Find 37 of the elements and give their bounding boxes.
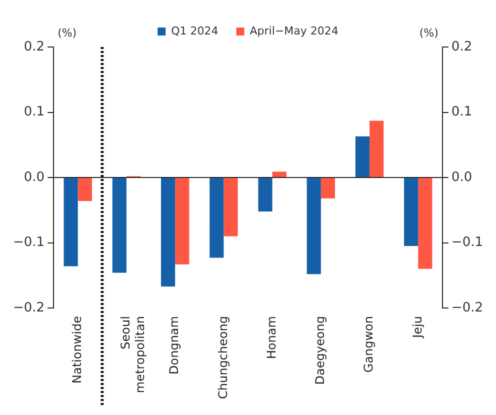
y-tick-label: 0.1 (24, 104, 45, 120)
y2-tick-label: 0.1 (451, 104, 472, 120)
bar (418, 178, 432, 269)
bar (112, 178, 126, 273)
bar (175, 178, 190, 264)
x-tick-label: Jeju (410, 316, 424, 339)
x-tick-label: Gangwon (362, 316, 376, 373)
bar (320, 178, 336, 198)
x-tick-label: Daegyeong (313, 316, 328, 385)
legend-label: Q1 2024 (171, 24, 218, 38)
bar (404, 178, 418, 246)
bar (258, 178, 272, 212)
bar (224, 178, 238, 236)
y2-tick-label: −0.2 (451, 300, 484, 316)
x-tick-label: Chungcheong (216, 316, 230, 400)
y-tick-label: −0.1 (12, 235, 45, 250)
y-tick-label: 0.0 (24, 170, 45, 185)
y2-tick-label: −0.1 (451, 235, 484, 250)
x-tick-label: Nationwide (70, 316, 84, 384)
bar (78, 178, 92, 202)
y2-tick-label: 0.0 (451, 170, 472, 185)
bar (64, 178, 78, 266)
bar (210, 178, 224, 258)
y-tick-label: −0.2 (12, 300, 45, 316)
bar (355, 136, 370, 178)
y2-tick-label: 0.2 (451, 39, 472, 54)
y-axis-title: (%) (58, 26, 77, 40)
y-tick-label: 0.2 (24, 39, 45, 54)
x-tick-label: Seoul metropolitan (118, 316, 148, 394)
x-tick-label: Honam (264, 316, 278, 360)
bar (306, 178, 321, 274)
bar (272, 172, 286, 178)
bar (370, 120, 384, 178)
legend-label: April−May 2024 (250, 24, 338, 38)
x-tick-label: Dongnam (167, 316, 182, 374)
y2-axis-title: (%) (419, 26, 438, 40)
bar (160, 178, 176, 286)
